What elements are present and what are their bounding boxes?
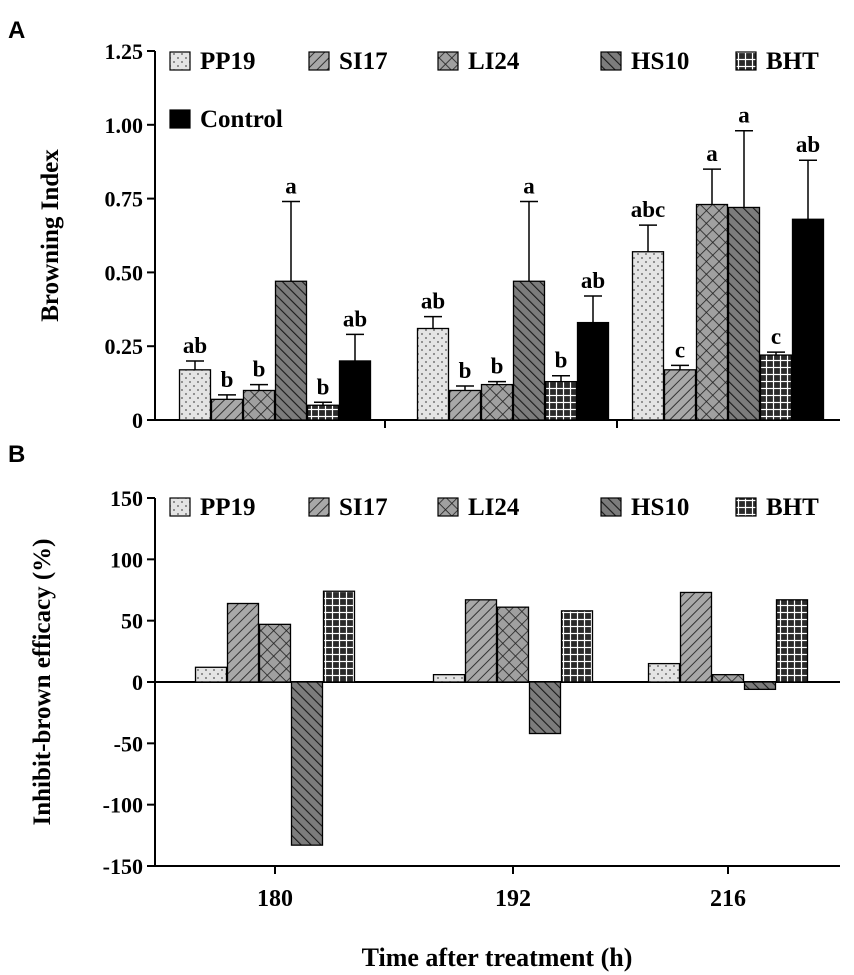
bar-li24-216 xyxy=(695,203,729,421)
bar-si17-180 xyxy=(210,398,244,421)
bar-si17-216 xyxy=(663,369,697,421)
y-axis-title: Browning Index xyxy=(37,149,64,322)
panel-b-chart: 150 100 50 0 -50 -100 -150 180 192 216 Time after … xyxy=(29,486,840,972)
significance-letter: ab xyxy=(421,289,445,314)
y-tick-label: -50 xyxy=(114,731,143,756)
bar-pp19-192 xyxy=(432,673,466,683)
bar-bht-216 xyxy=(775,599,809,683)
bar-si17-216 xyxy=(679,591,713,683)
y-tick-label: 1.00 xyxy=(105,113,144,138)
bar-bht-180 xyxy=(306,404,340,421)
y-tick-label: 50 xyxy=(121,609,143,634)
y-tick-label: 0.25 xyxy=(105,334,144,359)
significance-letter: abc xyxy=(631,197,666,222)
legend-swatch-si17 xyxy=(308,497,330,517)
bar-si17-192 xyxy=(464,599,498,683)
bar-control-192 xyxy=(576,321,610,421)
bar-si17-192 xyxy=(448,389,482,421)
bar-hs10-216 xyxy=(743,681,777,691)
significance-letter: b xyxy=(253,357,266,382)
bar-bht-192 xyxy=(560,610,594,683)
legend-label-si17: SI17 xyxy=(339,48,388,75)
bar-si17-180 xyxy=(226,602,260,683)
y-tick-label: 0 xyxy=(132,408,143,433)
y-tick-label: 0.50 xyxy=(105,260,144,285)
bar-pp19-192 xyxy=(416,327,450,421)
bar-pp19-180 xyxy=(194,666,228,683)
bar-bht-216 xyxy=(759,354,793,421)
significance-letter: ab xyxy=(796,132,820,157)
legend-swatch-hs10 xyxy=(600,497,622,517)
legend-swatch-pp19 xyxy=(169,51,191,71)
significance-letter: a xyxy=(523,174,535,199)
legend-label-hs10: HS10 xyxy=(631,494,689,521)
significance-letter: b xyxy=(317,374,330,399)
legend-label-pp19: PP19 xyxy=(200,494,256,521)
significance-letter: b xyxy=(221,367,234,392)
bar-li24-216 xyxy=(711,673,745,683)
bar-li24-192 xyxy=(496,606,530,683)
legend-label-hs10: HS10 xyxy=(631,48,689,75)
significance-letter: ab xyxy=(343,306,367,331)
bar-hs10-192 xyxy=(512,280,546,421)
x-axis-title: Time after treatment (h) xyxy=(362,943,633,972)
bar-pp19-180 xyxy=(178,369,212,421)
legend-label-li24: LI24 xyxy=(468,494,520,521)
legend-swatch-bht xyxy=(735,51,757,71)
legend-swatch-li24 xyxy=(437,51,459,71)
y-tick-label: 0.75 xyxy=(105,187,144,212)
significance-letter: ab xyxy=(581,268,605,293)
legend-swatch-pp19 xyxy=(169,497,191,517)
significance-letter: b xyxy=(555,348,568,373)
legend-label-bht: BHT xyxy=(766,494,819,521)
legend-swatch-li24 xyxy=(437,497,459,517)
significance-letter: a xyxy=(738,103,750,128)
legend-label-bht: BHT xyxy=(766,48,819,75)
significance-letter: a xyxy=(706,141,718,166)
bar-bht-180 xyxy=(322,590,356,683)
y-tick-label: -100 xyxy=(103,793,143,818)
bar-hs10-192 xyxy=(528,681,562,735)
bar-li24-180 xyxy=(258,623,292,683)
significance-letter: ab xyxy=(183,333,207,358)
x-tick-label: 192 xyxy=(495,886,531,912)
legend-swatch-control xyxy=(169,109,191,129)
panel-a-label: A xyxy=(8,17,25,44)
significance-letter: b xyxy=(459,358,472,383)
significance-letter: a xyxy=(285,174,297,199)
bar-hs10-216 xyxy=(727,206,761,421)
bar-bht-192 xyxy=(544,380,578,421)
bar-pp19-216 xyxy=(631,251,665,421)
legend-label-pp19: PP19 xyxy=(200,48,256,75)
x-tick-label: 180 xyxy=(257,886,293,912)
bar-pp19-216 xyxy=(647,662,681,683)
y-tick-label: 1.25 xyxy=(105,39,144,64)
bar-control-180 xyxy=(338,360,372,421)
bar-li24-192 xyxy=(480,383,514,421)
legend-label-control: Control xyxy=(200,106,283,133)
bar-control-216 xyxy=(791,218,825,421)
bar-hs10-180 xyxy=(274,280,308,421)
x-tick-label: 216 xyxy=(710,886,746,912)
legend-swatch-si17 xyxy=(308,51,330,71)
bar-li24-180 xyxy=(242,389,276,421)
legend-swatch-bht xyxy=(735,497,757,517)
y-tick-label: -150 xyxy=(103,854,143,879)
panel-b-label: B xyxy=(8,441,25,468)
significance-letter: b xyxy=(491,354,504,379)
bar-hs10-180 xyxy=(290,681,324,846)
legend-swatch-hs10 xyxy=(600,51,622,71)
significance-letter: c xyxy=(771,324,781,349)
y-axis-title: Inhibit-brown efficacy (%) xyxy=(29,538,56,825)
legend-label-li24: LI24 xyxy=(468,48,520,75)
significance-letter: c xyxy=(675,337,685,362)
y-tick-label: 100 xyxy=(110,547,143,572)
legend-label-si17: SI17 xyxy=(339,494,388,521)
y-tick-label: 150 xyxy=(110,486,143,511)
y-tick-label: 0 xyxy=(132,670,143,695)
